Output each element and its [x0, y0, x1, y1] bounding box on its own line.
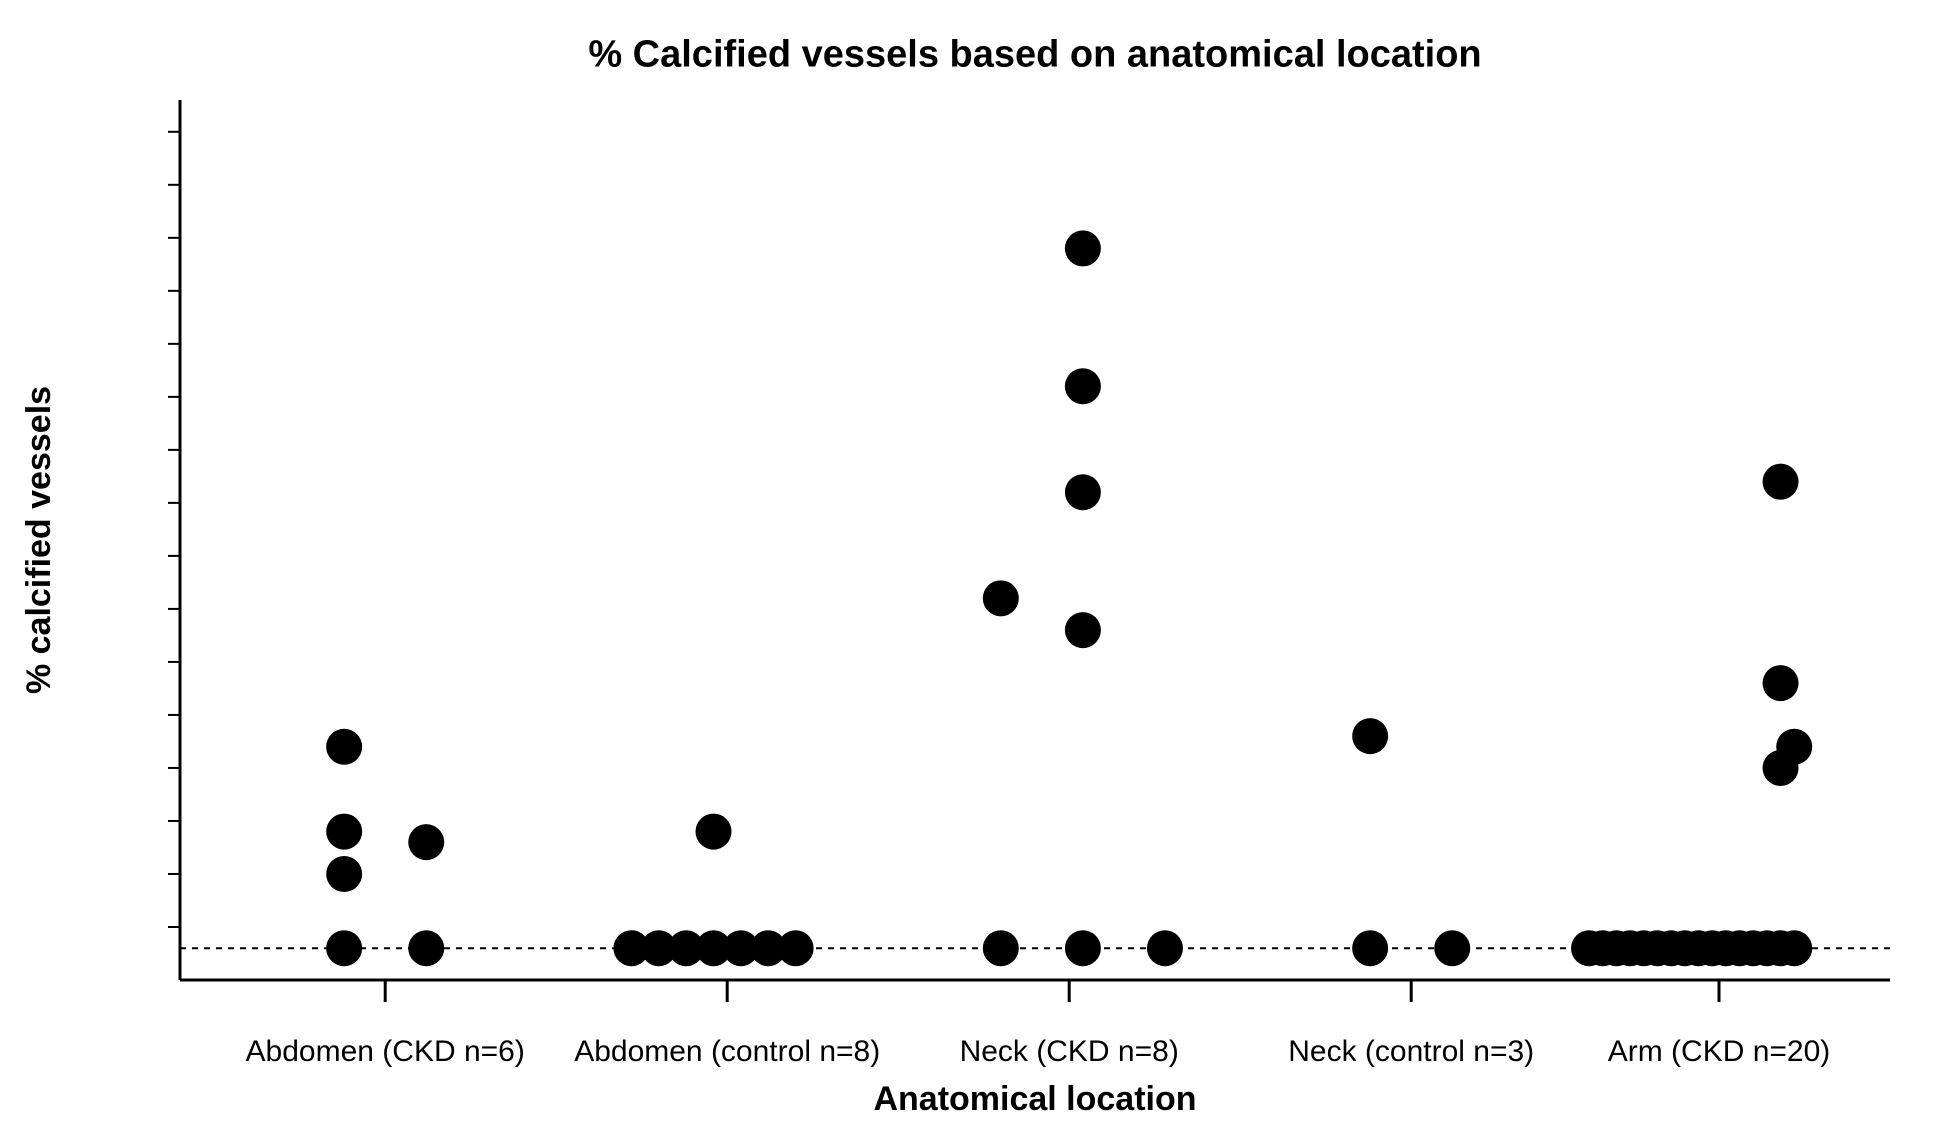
data-point — [1065, 368, 1101, 404]
data-point — [326, 930, 362, 966]
x-category-label: Neck (control n=3) — [1288, 1035, 1534, 1068]
calcified-vessels-scatter: % Calcified vessels based on anatomical … — [0, 0, 1946, 1144]
chart-title: % Calcified vessels based on anatomical … — [588, 33, 1481, 75]
data-point — [983, 580, 1019, 616]
data-point — [326, 814, 362, 850]
x-axis-title: Anatomical location — [873, 1080, 1196, 1118]
x-category-label: Abdomen (CKD n=6) — [246, 1035, 525, 1068]
x-category-label: Arm (CKD n=20) — [1608, 1035, 1831, 1068]
data-point — [1434, 930, 1470, 966]
data-point — [1065, 612, 1101, 648]
data-point — [1763, 665, 1799, 701]
data-point — [326, 856, 362, 892]
x-category-label: Abdomen (control n=8) — [574, 1035, 880, 1068]
data-point — [1147, 930, 1183, 966]
data-point — [1065, 930, 1101, 966]
data-point — [1763, 464, 1799, 500]
data-point — [1776, 930, 1812, 966]
data-point — [1352, 718, 1388, 754]
data-point — [983, 930, 1019, 966]
data-point — [1776, 729, 1812, 765]
data-point — [408, 930, 444, 966]
data-point — [408, 824, 444, 860]
data-point — [778, 930, 814, 966]
data-point — [1065, 474, 1101, 510]
data-point — [326, 729, 362, 765]
y-axis-title: % calcified vessels — [20, 386, 58, 694]
chart-container: % Calcified vessels based on anatomical … — [0, 0, 1946, 1144]
data-point — [1352, 930, 1388, 966]
x-category-label: Neck (CKD n=8) — [960, 1035, 1179, 1068]
data-point — [1065, 230, 1101, 266]
data-point — [696, 814, 732, 850]
